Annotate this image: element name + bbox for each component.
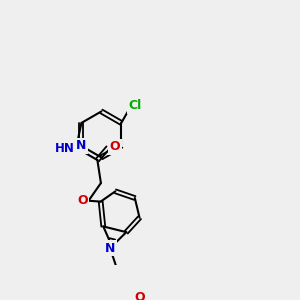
Text: N: N [105, 242, 115, 255]
Text: O: O [134, 291, 145, 300]
Text: N: N [76, 140, 87, 152]
Text: HN: HN [55, 142, 75, 155]
Text: Cl: Cl [129, 99, 142, 112]
Text: O: O [77, 194, 88, 207]
Text: O: O [110, 140, 120, 153]
